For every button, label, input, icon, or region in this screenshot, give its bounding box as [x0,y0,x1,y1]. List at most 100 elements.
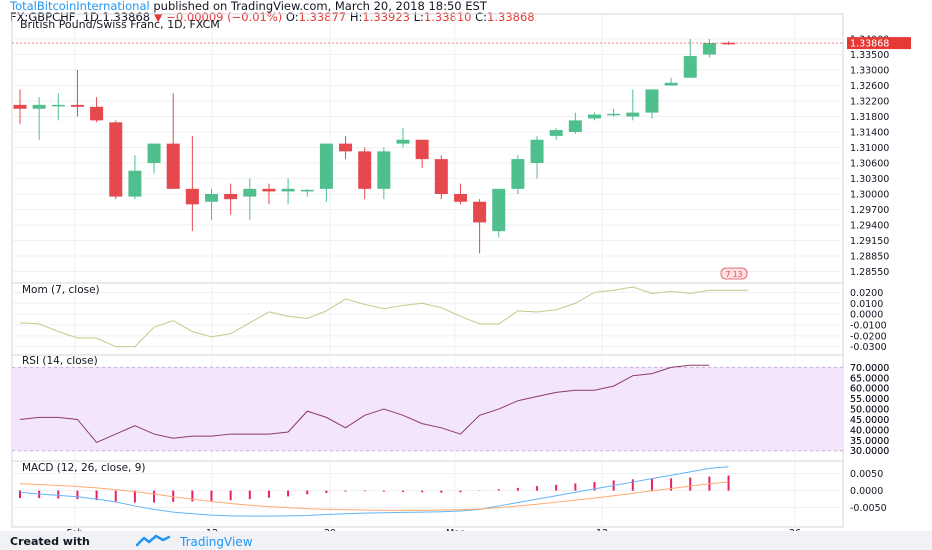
price-tick-label: 1.28850 [850,252,889,263]
price-tick-label: 1.30300 [850,174,889,185]
rsi-tick-label: 35.0000 [850,436,889,447]
candle-down [339,143,353,152]
indicator-tick-label: 70.0000 [850,363,889,374]
candle-down [90,106,104,121]
time-tick-label: Feb [67,528,84,531]
tradingview-logo-icon [135,534,171,547]
macd-line [19,466,729,517]
candle-down [415,139,429,160]
candle-up [683,56,697,78]
candle-down [224,194,238,200]
candle-down [722,42,736,45]
candle-down [70,104,84,107]
candle-up [205,194,218,202]
rsi-tick-label: 30.0000 [850,446,889,457]
indicator-tick-label: 35.0000 [850,436,889,447]
candle-down [358,151,372,189]
candle-up [530,139,544,163]
candle-up [377,151,391,189]
candle-up [128,170,142,197]
rsi-tick-label: 50.0000 [850,405,889,416]
down-arrow-icon: ▼ [153,10,163,24]
last-price-value: 1.33868 [850,39,889,50]
indicator-tick-label: -0.0300 [850,342,887,353]
candle-down [262,188,276,192]
created-with-label: Created with [10,535,90,548]
candle-up [32,104,46,109]
candle-up [147,143,161,163]
indicator-tick-label: 30.0000 [850,446,889,457]
price-tick-label: 1.32200 [850,97,889,108]
candle-down [473,201,487,223]
chart-title: British Pound/Swiss Franc, 1D, FXCM [20,18,220,31]
rsi-tick-label: 45.0000 [850,415,889,426]
last-price-tag [847,37,911,50]
indicator-tick-label: 40.0000 [850,425,889,436]
price-tick-label: 1.31800 [850,112,889,123]
publish-header: TotalBitcoinInternational published on T… [10,0,487,13]
tradingview-brand[interactable]: TradingView [180,535,253,549]
candle-down [13,104,27,109]
rsi-tick-label: 65.0000 [850,373,889,384]
candle-up [626,112,640,117]
price-tick-label: 1.28550 [850,267,889,278]
indicator-tick-label: 55.0000 [850,394,889,405]
candle-up [492,188,506,232]
low-label: L: [409,10,424,24]
indicator-tick-label: -0.0100 [850,320,887,331]
footer-bar [0,531,932,550]
rsi-tick-label: 60.0000 [850,384,889,395]
indicator-tick-label: 0.0200 [850,288,883,299]
candle-down [109,122,123,197]
event-marker [720,267,748,280]
price-tick-label: 1.30600 [850,159,889,170]
candle-down [453,194,467,202]
close-label: C: [471,10,488,24]
indicator-tick-label: 0.0000 [850,486,883,497]
indicator-tick-label: -0.0050 [850,503,887,514]
candle-down [185,188,199,205]
momentum-line [19,286,748,348]
rsi-tick-label: 40.0000 [850,425,889,436]
price-tick-label: 1.31400 [850,128,889,139]
indicator-tick-label: 0.0000 [850,310,883,321]
candle-up [645,89,659,113]
price-tick-label: 1.30000 [850,190,889,201]
time-tick-label: 26 [789,528,801,531]
candle-up [51,104,65,107]
price-tick-label: 1.32600 [850,81,889,92]
indicator-tick-label: 0.0100 [850,299,883,310]
candle-up [300,189,314,192]
candle-up [511,159,525,189]
candle-up [396,139,410,144]
candle-up [568,120,582,132]
rsi-band [12,367,843,451]
rsi-title: RSI (14, close) [22,355,98,367]
candle-up [702,43,716,55]
price-tick-label: 1.29400 [850,221,889,232]
price-tick-label: 1.33000 [850,66,889,77]
rsi-tick-label: 55.0000 [850,394,889,405]
candle-up [607,113,621,116]
macd-title: MACD (12, 26, close, 9) [22,462,145,474]
candle-up [588,114,601,119]
indicator-tick-label: 50.0000 [850,405,889,416]
price-tick-label: 1.29700 [850,205,889,216]
candle-up [664,82,678,86]
price-tick-label: 1.31000 [850,143,889,154]
author-link[interactable]: TotalBitcoinInternational [10,0,150,13]
chart-canvas[interactable]: 1.340001.335001.330001.326001.322001.318… [0,0,932,531]
rsi-line [19,364,710,444]
indicator-tick-label: 45.0000 [850,415,889,426]
event-marker-label: 7 13 [726,270,743,279]
candle-up [549,130,563,136]
rsi-tick-label: 70.0000 [850,363,889,374]
signal-line [19,481,729,511]
price-tick-label: 1.33500 [850,50,889,61]
candle-down [434,159,448,194]
indicator-tick-label: 0.0050 [850,469,883,480]
indicator-tick-label: -0.0200 [850,331,887,342]
indicator-tick-label: 65.0000 [850,373,889,384]
candle-up [243,188,257,197]
price-tick-label: 1.29150 [850,236,889,247]
